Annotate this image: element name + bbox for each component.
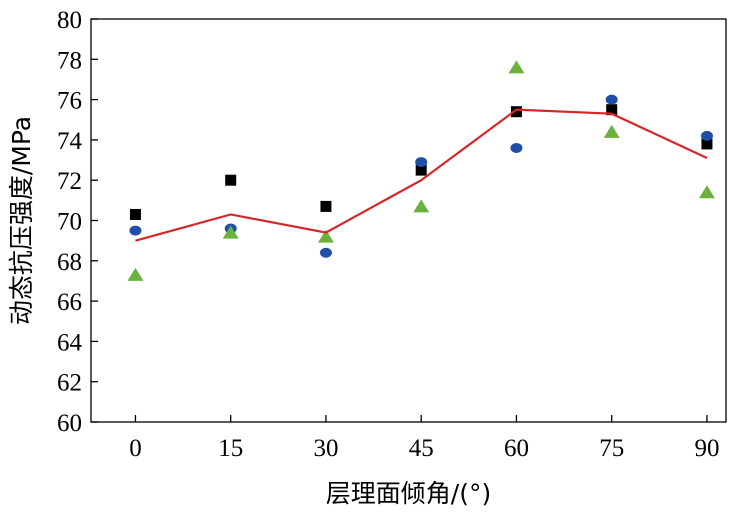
y-tick-label: 68 <box>57 249 82 276</box>
y-axis-title: 动态抗压强度/MPa <box>7 116 36 325</box>
x-tick-label: 0 <box>129 435 142 462</box>
triangle-marker <box>413 199 430 213</box>
circle-marker <box>415 157 428 168</box>
square-marker <box>415 164 427 176</box>
y-tick-label: 78 <box>57 47 82 74</box>
triangle-marker <box>127 267 144 281</box>
square-marker <box>129 208 141 220</box>
triangle-marker <box>603 124 620 138</box>
x-tick-label: 60 <box>504 435 529 462</box>
square-marker <box>510 106 522 118</box>
fit-line <box>135 108 708 242</box>
y-tick-label: 76 <box>57 88 82 115</box>
y-tick-label: 60 <box>57 410 82 437</box>
x-tick-label: 45 <box>409 435 434 462</box>
triangle-marker <box>317 229 334 243</box>
plot-frame <box>90 18 727 423</box>
x-tick-label: 30 <box>313 435 338 462</box>
circle-marker <box>700 130 713 141</box>
square-marker <box>606 104 618 116</box>
y-tick-label: 66 <box>57 289 82 316</box>
circle-marker <box>605 94 618 105</box>
triangle-marker <box>222 225 239 239</box>
circle-marker <box>129 225 142 236</box>
x-tick-label: 15 <box>218 435 243 462</box>
triangle-marker <box>698 185 715 199</box>
y-tick-label: 70 <box>57 209 82 236</box>
y-tick-label: 72 <box>57 168 82 195</box>
y-tick-label: 80 <box>57 7 82 34</box>
square-marker <box>701 138 713 150</box>
square-marker <box>320 200 332 212</box>
circle-marker <box>319 247 332 258</box>
y-tick-label: 62 <box>57 370 82 397</box>
x-axis-title: 层理面倾角/(°) <box>326 479 491 508</box>
axis-ticks: 0 15 30 45 60 75 90 60 62 64 66 68 70 72 74 76 78 80 <box>57 7 719 462</box>
data-series <box>127 60 715 281</box>
triangle-marker <box>508 60 525 74</box>
y-tick-label: 64 <box>57 329 83 356</box>
x-tick-label: 75 <box>599 435 624 462</box>
square-marker <box>225 174 237 186</box>
x-tick-label: 90 <box>694 435 719 462</box>
circle-marker <box>510 142 523 153</box>
y-tick-label: 74 <box>57 128 83 155</box>
